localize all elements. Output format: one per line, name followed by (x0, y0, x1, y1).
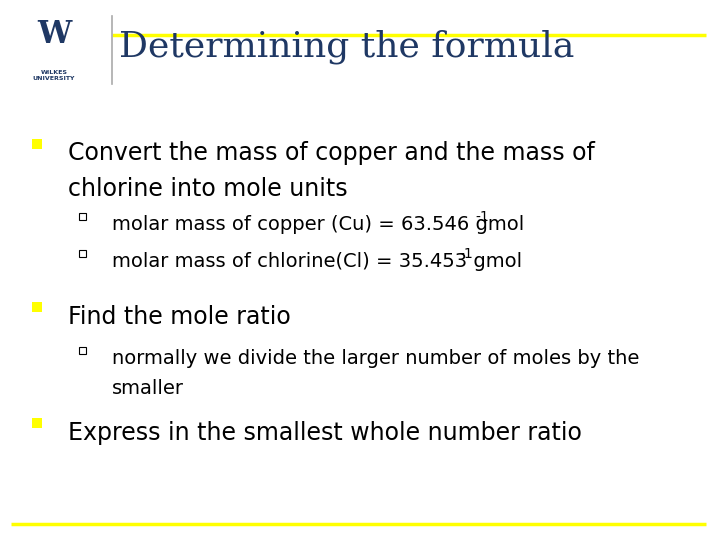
Text: Find the mole ratio: Find the mole ratio (68, 305, 291, 329)
Text: chlorine into mole units: chlorine into mole units (68, 177, 348, 201)
Bar (79, 347, 86, 354)
Bar (79, 213, 86, 220)
Text: Express in the smallest whole number ratio: Express in the smallest whole number rat… (68, 421, 582, 445)
Bar (79, 250, 86, 256)
Text: normally we divide the larger number of moles by the: normally we divide the larger number of … (112, 349, 639, 368)
Text: Convert the mass of copper and the mass of: Convert the mass of copper and the mass … (68, 141, 595, 165)
Bar (32, 302, 42, 312)
Text: -1: -1 (475, 210, 489, 224)
Bar (32, 418, 42, 428)
Text: W: W (37, 19, 71, 51)
Text: Determining the formula: Determining the formula (119, 30, 574, 64)
Text: WILKES
UNIVERSITY: WILKES UNIVERSITY (32, 70, 76, 81)
Text: -1: -1 (459, 247, 473, 261)
Text: molar mass of chlorine(Cl) = 35.453 gmol: molar mass of chlorine(Cl) = 35.453 gmol (112, 252, 522, 271)
Bar (32, 139, 42, 148)
Text: smaller: smaller (112, 379, 184, 397)
Text: molar mass of copper (Cu) = 63.546 gmol: molar mass of copper (Cu) = 63.546 gmol (112, 215, 524, 234)
